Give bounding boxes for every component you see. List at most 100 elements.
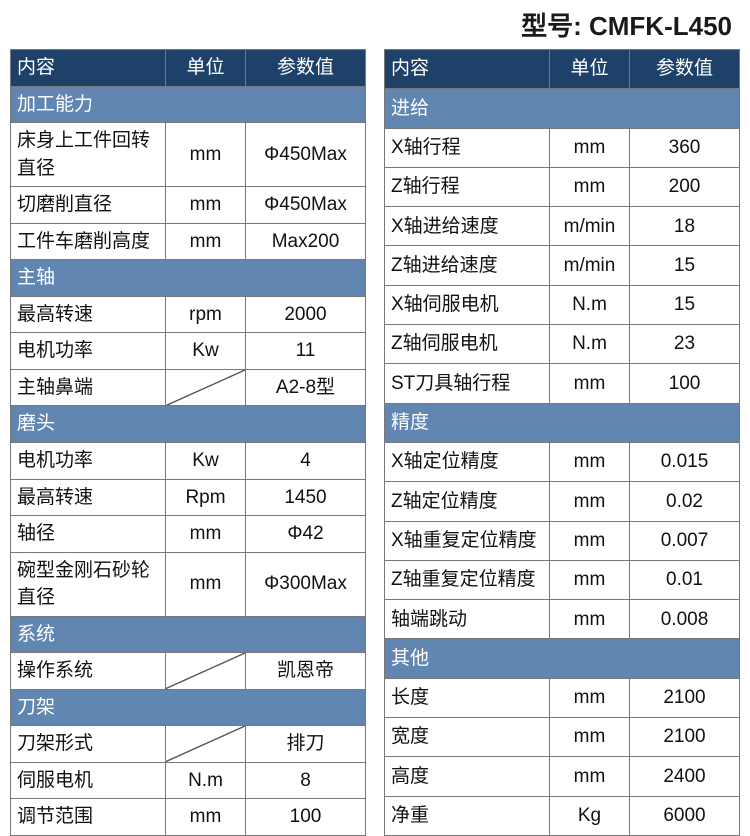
section-row: 刀架 bbox=[11, 689, 366, 726]
row-value: Φ300Max bbox=[246, 552, 366, 616]
data-row: Z轴进给速度m/min15 bbox=[385, 246, 740, 285]
row-label: Z轴定位精度 bbox=[385, 482, 550, 521]
data-row: 调节范围mm100 bbox=[11, 799, 366, 836]
row-label: 电机功率 bbox=[11, 443, 166, 480]
header-unit: 单位 bbox=[550, 50, 630, 89]
diagonal-empty-cell bbox=[166, 726, 246, 763]
data-row: X轴伺服电机N.m15 bbox=[385, 285, 740, 324]
row-unit: mm bbox=[166, 187, 246, 224]
spec-table-right: 内容 单位 参数值 进给X轴行程mm360Z轴行程mm200X轴进给速度m/mi… bbox=[384, 49, 740, 836]
section-title: 精度 bbox=[385, 403, 740, 442]
row-label: 轴径 bbox=[11, 516, 166, 553]
row-label: 高度 bbox=[385, 757, 550, 796]
row-value: 2000 bbox=[246, 296, 366, 333]
data-row: 最高转速Rpm1450 bbox=[11, 479, 366, 516]
section-title: 主轴 bbox=[11, 260, 366, 297]
row-unit: N.m bbox=[166, 762, 246, 799]
row-label: Z轴伺服电机 bbox=[385, 325, 550, 364]
header-content: 内容 bbox=[385, 50, 550, 89]
row-label: 操作系统 bbox=[11, 653, 166, 690]
data-row: 宽度mm2100 bbox=[385, 718, 740, 757]
row-unit: mm bbox=[166, 123, 246, 187]
row-unit: N.m bbox=[550, 285, 630, 324]
row-unit: m/min bbox=[550, 246, 630, 285]
data-row: Z轴行程mm200 bbox=[385, 167, 740, 206]
data-row: 伺服电机N.m8 bbox=[11, 762, 366, 799]
data-row: 床身上工件回转直径mmΦ450Max bbox=[11, 123, 366, 187]
row-unit: mm bbox=[550, 442, 630, 481]
header-row: 内容 单位 参数值 bbox=[11, 50, 366, 87]
section-row: 磨头 bbox=[11, 406, 366, 443]
row-label: 床身上工件回转直径 bbox=[11, 123, 166, 187]
tables-wrap: 内容 单位 参数值 加工能力床身上工件回转直径mmΦ450Max切磨削直径mmΦ… bbox=[10, 49, 740, 836]
row-value: 8 bbox=[246, 762, 366, 799]
row-value: 23 bbox=[630, 325, 740, 364]
row-unit: m/min bbox=[550, 207, 630, 246]
row-unit: mm bbox=[550, 718, 630, 757]
row-label: 调节范围 bbox=[11, 799, 166, 836]
data-row: 切磨削直径mmΦ450Max bbox=[11, 187, 366, 224]
row-unit: mm bbox=[550, 364, 630, 403]
row-label: 长度 bbox=[385, 678, 550, 717]
header-row: 内容 单位 参数值 bbox=[385, 50, 740, 89]
data-row: 轴径mmΦ42 bbox=[11, 516, 366, 553]
row-label: 最高转速 bbox=[11, 296, 166, 333]
data-row: 电机功率Kw4 bbox=[11, 443, 366, 480]
data-row: Z轴定位精度mm0.02 bbox=[385, 482, 740, 521]
section-row: 其他 bbox=[385, 639, 740, 678]
data-row: 电机功率Kw11 bbox=[11, 333, 366, 370]
header-value: 参数值 bbox=[630, 50, 740, 89]
data-row: X轴定位精度mm0.015 bbox=[385, 442, 740, 481]
row-value: 0.008 bbox=[630, 600, 740, 639]
row-value: 100 bbox=[246, 799, 366, 836]
row-value: 排刀 bbox=[246, 726, 366, 763]
section-row: 系统 bbox=[11, 616, 366, 653]
row-label: 电机功率 bbox=[11, 333, 166, 370]
row-unit: Kw bbox=[166, 333, 246, 370]
row-value: 0.007 bbox=[630, 521, 740, 560]
row-value: 0.02 bbox=[630, 482, 740, 521]
data-row: 碗型金刚石砂轮直径mmΦ300Max bbox=[11, 552, 366, 616]
model-label: 型号: CMFK-L450 bbox=[10, 6, 740, 43]
data-row: 长度mm2100 bbox=[385, 678, 740, 717]
row-unit: mm bbox=[550, 128, 630, 167]
header-content: 内容 bbox=[11, 50, 166, 87]
row-unit: N.m bbox=[550, 325, 630, 364]
left-body: 加工能力床身上工件回转直径mmΦ450Max切磨削直径mmΦ450Max工件车磨… bbox=[11, 86, 366, 835]
data-row: 操作系统 凯恩帝 bbox=[11, 653, 366, 690]
row-label: X轴定位精度 bbox=[385, 442, 550, 481]
row-value: 凯恩帝 bbox=[246, 653, 366, 690]
row-unit: mm bbox=[166, 552, 246, 616]
data-row: Z轴重复定位精度mm0.01 bbox=[385, 560, 740, 599]
row-unit: mm bbox=[550, 757, 630, 796]
data-row: 工件车磨削高度mmMax200 bbox=[11, 223, 366, 260]
row-label: ST刀具轴行程 bbox=[385, 364, 550, 403]
row-label: Z轴进给速度 bbox=[385, 246, 550, 285]
data-row: X轴进给速度m/min18 bbox=[385, 207, 740, 246]
diagonal-empty-cell bbox=[166, 369, 246, 406]
row-value: 18 bbox=[630, 207, 740, 246]
row-label: 最高转速 bbox=[11, 479, 166, 516]
row-label: X轴伺服电机 bbox=[385, 285, 550, 324]
row-value: A2-8型 bbox=[246, 369, 366, 406]
row-value: Φ450Max bbox=[246, 187, 366, 224]
row-value: 6000 bbox=[630, 796, 740, 835]
row-label: 伺服电机 bbox=[11, 762, 166, 799]
row-label: 宽度 bbox=[385, 718, 550, 757]
data-row: 主轴鼻端 A2-8型 bbox=[11, 369, 366, 406]
row-label: 主轴鼻端 bbox=[11, 369, 166, 406]
section-title: 刀架 bbox=[11, 689, 366, 726]
row-value: 4 bbox=[246, 443, 366, 480]
row-label: 工件车磨削高度 bbox=[11, 223, 166, 260]
row-label: Z轴重复定位精度 bbox=[385, 560, 550, 599]
row-value: 15 bbox=[630, 285, 740, 324]
spec-table-left: 内容 单位 参数值 加工能力床身上工件回转直径mmΦ450Max切磨削直径mmΦ… bbox=[10, 49, 366, 836]
section-title: 磨头 bbox=[11, 406, 366, 443]
row-value: Φ450Max bbox=[246, 123, 366, 187]
row-value: 2100 bbox=[630, 718, 740, 757]
section-title: 系统 bbox=[11, 616, 366, 653]
row-unit: mm bbox=[166, 516, 246, 553]
data-row: X轴行程mm360 bbox=[385, 128, 740, 167]
data-row: X轴重复定位精度mm0.007 bbox=[385, 521, 740, 560]
row-label: X轴行程 bbox=[385, 128, 550, 167]
